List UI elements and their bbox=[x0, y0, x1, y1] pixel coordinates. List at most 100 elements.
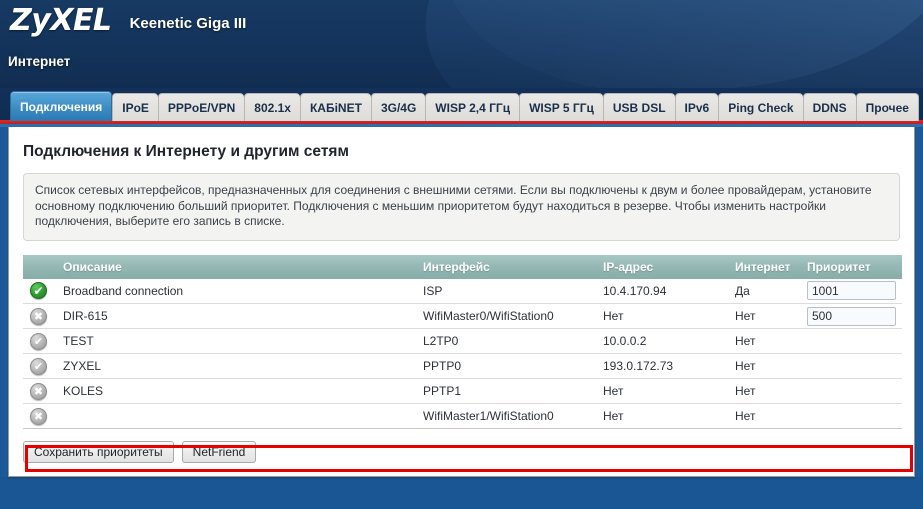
tab-pppoe-vpn[interactable]: PPPoE/VPN bbox=[157, 93, 245, 121]
row-description: DIR-615 bbox=[57, 303, 417, 329]
app-header: ZyXEL Keenetic Giga III Интернет bbox=[0, 0, 923, 88]
status-glyph: ✖ bbox=[33, 384, 44, 398]
row-internet: Нет bbox=[729, 328, 801, 354]
device-model-name: Keenetic Giga III bbox=[129, 15, 247, 32]
row-internet: Да bbox=[729, 278, 801, 304]
row-interface: WifiMaster0/WifiStation0 bbox=[417, 303, 597, 329]
row-ip-address: Нет bbox=[597, 303, 729, 329]
save-priorities-button[interactable]: Сохранить приоритеты bbox=[23, 441, 174, 463]
netfriend-button[interactable]: NetFriend bbox=[181, 441, 257, 463]
tab-ping-check[interactable]: Ping Check bbox=[718, 93, 803, 121]
row-description bbox=[57, 403, 417, 429]
row-interface: PPTP0 bbox=[417, 353, 597, 379]
row-internet: Нет bbox=[729, 353, 801, 379]
header-swoosh-decor-1 bbox=[403, 0, 923, 88]
status-glyph: ✖ bbox=[33, 409, 44, 423]
row-priority-cell bbox=[801, 353, 902, 379]
table-row[interactable]: ✔ ZYXEL PPTP0 193.0.172.73 Нет bbox=[23, 353, 902, 379]
row-priority-cell[interactable] bbox=[801, 278, 902, 304]
zyxel-logo: ZyXEL bbox=[10, 6, 112, 36]
row-status-cell[interactable]: ✖ bbox=[23, 303, 57, 329]
check-circle-icon[interactable]: ✔ bbox=[30, 282, 47, 300]
row-ip-address: Нет bbox=[597, 403, 729, 429]
table-row[interactable]: ✖ KOLES PPTP1 Нет Нет bbox=[23, 378, 902, 404]
blue-divider-rule bbox=[0, 124, 923, 127]
tab-кабinet[interactable]: КАБiNET bbox=[299, 93, 371, 121]
row-priority-cell[interactable] bbox=[801, 303, 902, 329]
row-status-cell[interactable]: ✔ bbox=[23, 353, 57, 379]
row-status-cell[interactable]: ✖ bbox=[23, 378, 57, 404]
red-divider-rule bbox=[0, 120, 923, 124]
tab-ddns[interactable]: DDNS bbox=[802, 93, 856, 121]
row-priority-cell bbox=[801, 328, 902, 354]
status-glyph: ✔ bbox=[33, 334, 44, 348]
row-ip-address: 10.0.0.2 bbox=[597, 328, 729, 354]
right-edge-shade bbox=[915, 127, 923, 477]
row-priority-cell bbox=[801, 378, 902, 404]
row-ip-address: 193.0.172.73 bbox=[597, 353, 729, 379]
row-interface: ISP bbox=[417, 278, 597, 304]
row-ip-address: 10.4.170.94 bbox=[597, 278, 729, 304]
column-header-ip-address[interactable]: IP-адрес bbox=[597, 254, 729, 279]
connections-table: Описание Интерфейс IP-адрес Интернет При… bbox=[23, 254, 902, 429]
cross-circle-icon[interactable]: ✖ bbox=[30, 307, 47, 325]
row-status-cell[interactable]: ✔ bbox=[23, 328, 57, 354]
page-title: Подключения к Интернету и другим сетям bbox=[23, 143, 349, 160]
content-panel: Подключения к Интернету и другим сетям С… bbox=[8, 127, 915, 477]
table-row[interactable]: ✖ DIR-615 WifiMaster0/WifiStation0 Нет Нет bbox=[23, 303, 902, 329]
tab-usb-dsl[interactable]: USB DSL bbox=[602, 93, 675, 121]
status-glyph: ✖ bbox=[33, 309, 44, 323]
tab-прочее[interactable]: Прочее bbox=[855, 93, 919, 121]
table-row[interactable]: ✔ Broadband connection ISP 10.4.170.94 Да bbox=[23, 278, 902, 304]
zyxel-logo-zy: Zy bbox=[10, 3, 51, 38]
column-header-priority[interactable]: Приоритет bbox=[801, 254, 902, 279]
section-title: Интернет bbox=[8, 54, 71, 69]
row-interface: PPTP1 bbox=[417, 378, 597, 404]
info-description-box: Список сетевых интерфейсов, предназначен… bbox=[23, 173, 900, 241]
tab-wisp-5-ггц[interactable]: WISP 5 ГГц bbox=[519, 93, 603, 121]
row-interface: L2TP0 bbox=[417, 328, 597, 354]
tab-802-1x[interactable]: 802.1x bbox=[244, 93, 300, 121]
priority-input[interactable] bbox=[807, 281, 896, 301]
tab-3g-4g[interactable]: 3G/4G bbox=[370, 93, 426, 121]
row-status-cell[interactable]: ✔ bbox=[23, 278, 57, 304]
status-glyph: ✔ bbox=[33, 359, 44, 373]
zyxel-logo-xel: XEL bbox=[50, 3, 112, 38]
column-header-description[interactable]: Описание bbox=[57, 254, 417, 279]
header-swoosh-decor-2 bbox=[431, 0, 923, 88]
page-body: Подключения к Интернету и другим сетям С… bbox=[0, 127, 923, 477]
column-header-interface[interactable]: Интерфейс bbox=[417, 254, 597, 279]
column-header-status bbox=[23, 254, 57, 279]
row-interface: WifiMaster1/WifiStation0 bbox=[417, 403, 597, 429]
status-glyph: ✔ bbox=[33, 284, 44, 299]
column-header-internet[interactable]: Интернет bbox=[729, 254, 801, 279]
left-edge-shade bbox=[0, 127, 8, 477]
row-internet: Нет bbox=[729, 378, 801, 404]
table-header-row: Описание Интерфейс IP-адрес Интернет При… bbox=[23, 254, 902, 279]
row-ip-address: Нет bbox=[597, 378, 729, 404]
check-circle-icon[interactable]: ✔ bbox=[30, 357, 47, 375]
connections-table-header: Описание Интерфейс IP-адрес Интернет При… bbox=[23, 254, 902, 279]
action-button-row: Сохранить приоритеты NetFriend bbox=[23, 441, 902, 463]
tab-wisp-2-4-ггц[interactable]: WISP 2,4 ГГц bbox=[425, 93, 520, 121]
check-circle-icon[interactable]: ✔ bbox=[30, 332, 47, 350]
tab-ipv6[interactable]: IPv6 bbox=[674, 93, 719, 121]
row-priority-cell bbox=[801, 403, 902, 429]
cross-circle-icon[interactable]: ✖ bbox=[30, 407, 47, 425]
cross-circle-icon[interactable]: ✖ bbox=[30, 382, 47, 400]
row-internet: Нет bbox=[729, 303, 801, 329]
row-description: TEST bbox=[57, 328, 417, 354]
row-description: Broadband connection bbox=[57, 278, 417, 304]
tab-bar: Подключения IPoE PPPoE/VPN 802.1x КАБiNET 3G/… bbox=[0, 88, 923, 121]
table-row[interactable]: ✖ WifiMaster1/WifiStation0 Нет Нет bbox=[23, 403, 902, 429]
row-description: KOLES bbox=[57, 378, 417, 404]
row-internet: Нет bbox=[729, 403, 801, 429]
priority-input[interactable] bbox=[807, 306, 896, 326]
tab-ipoe[interactable]: IPoE bbox=[112, 93, 158, 121]
row-description: ZYXEL bbox=[57, 353, 417, 379]
brand-row: ZyXEL Keenetic Giga III bbox=[10, 6, 246, 36]
table-row[interactable]: ✔ TEST L2TP0 10.0.0.2 Нет bbox=[23, 328, 902, 354]
row-status-cell[interactable]: ✖ bbox=[23, 403, 57, 429]
tab-подключения[interactable]: Подключения bbox=[10, 91, 113, 121]
